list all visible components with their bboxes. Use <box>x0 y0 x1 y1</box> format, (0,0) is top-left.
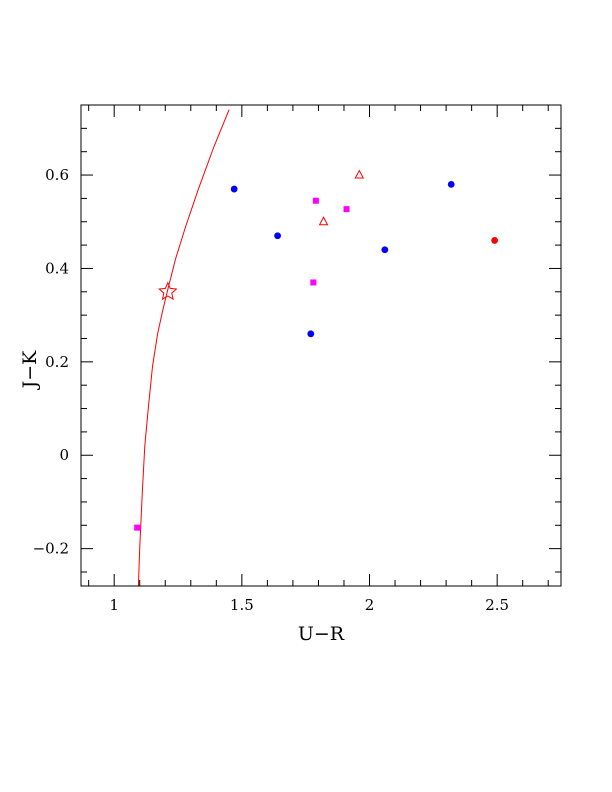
data-point <box>312 197 319 204</box>
data-point <box>491 237 499 244</box>
tick-labels: 1 1.5 2 2.5 −0.2 0 0.2 0.4 0.6 <box>33 166 510 614</box>
y-tick-label: 0 <box>59 446 69 464</box>
data-point <box>134 524 141 531</box>
y-tick-label: 0.6 <box>45 166 69 184</box>
x-tick-label: 1.5 <box>230 596 254 614</box>
x-axis-label: U−R <box>298 623 345 645</box>
x-tick-label: 2 <box>365 596 375 614</box>
model-curve <box>137 109 230 586</box>
model-curve-layer <box>137 109 230 586</box>
data-point <box>318 216 329 226</box>
y-tick-label: 0.2 <box>45 353 69 371</box>
data-point <box>447 180 455 188</box>
data-point <box>158 281 178 301</box>
data-points-layer <box>134 169 499 531</box>
data-point <box>381 246 389 254</box>
data-point <box>343 206 350 213</box>
plot-frame <box>80 104 562 587</box>
data-point <box>230 185 238 193</box>
x-tick-label: 1 <box>109 596 119 614</box>
data-point <box>274 232 281 240</box>
data-point <box>307 330 315 338</box>
axis-ticks <box>81 104 561 586</box>
y-tick-label: 0.4 <box>45 259 69 277</box>
data-point <box>354 169 365 179</box>
data-point <box>310 279 317 286</box>
y-axis-label: J−K <box>19 350 41 391</box>
x-tick-label: 2.5 <box>485 596 509 614</box>
y-tick-label: −0.2 <box>33 540 69 558</box>
